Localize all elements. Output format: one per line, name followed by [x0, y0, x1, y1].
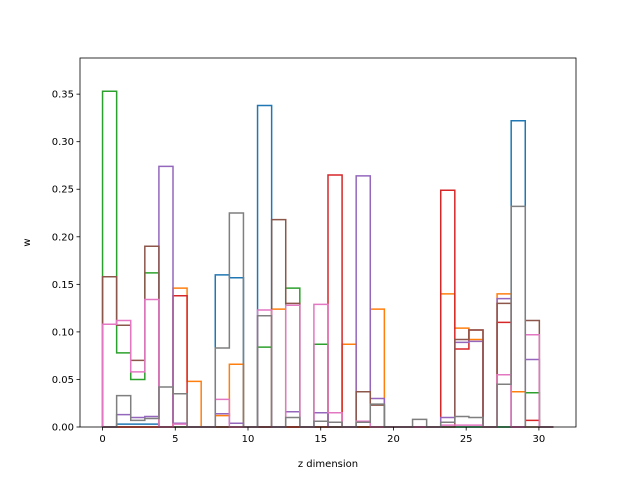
x-axis-title: z dimension: [298, 459, 358, 470]
x-tick-label: 20: [387, 434, 400, 445]
series-7-step-line: [102, 205, 554, 428]
y-tick-label: 0.25: [52, 185, 74, 196]
y-tick-label: 0.20: [52, 232, 74, 243]
axes-frame: [79, 57, 577, 428]
y-tick-label: 0.30: [52, 137, 74, 148]
y-tick-label: 0.05: [52, 375, 74, 386]
x-tick-label: 25: [460, 434, 473, 445]
y-tick-label: 0.10: [52, 327, 74, 338]
x-tick-label: 30: [533, 434, 546, 445]
x-tick-label: 0: [99, 434, 105, 445]
y-axis: 0.00 0.05 0.10 0.15 0.20 0.25 0.30 0.35: [52, 90, 80, 434]
y-axis-title: w: [22, 238, 33, 246]
y-tick-label: 0.15: [52, 280, 74, 291]
x-axis: 0 5 10 15 20 25 30: [99, 427, 545, 445]
y-tick-label: 0.00: [52, 423, 74, 434]
x-tick-label: 15: [314, 434, 327, 445]
x-tick-label: 10: [242, 434, 255, 445]
y-tick-label: 0.35: [52, 90, 74, 101]
x-tick-label: 5: [172, 434, 178, 445]
